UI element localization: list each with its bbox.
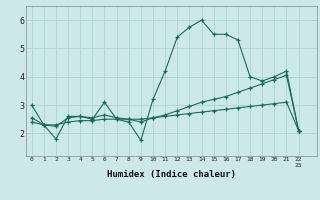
X-axis label: Humidex (Indice chaleur): Humidex (Indice chaleur) <box>107 170 236 179</box>
